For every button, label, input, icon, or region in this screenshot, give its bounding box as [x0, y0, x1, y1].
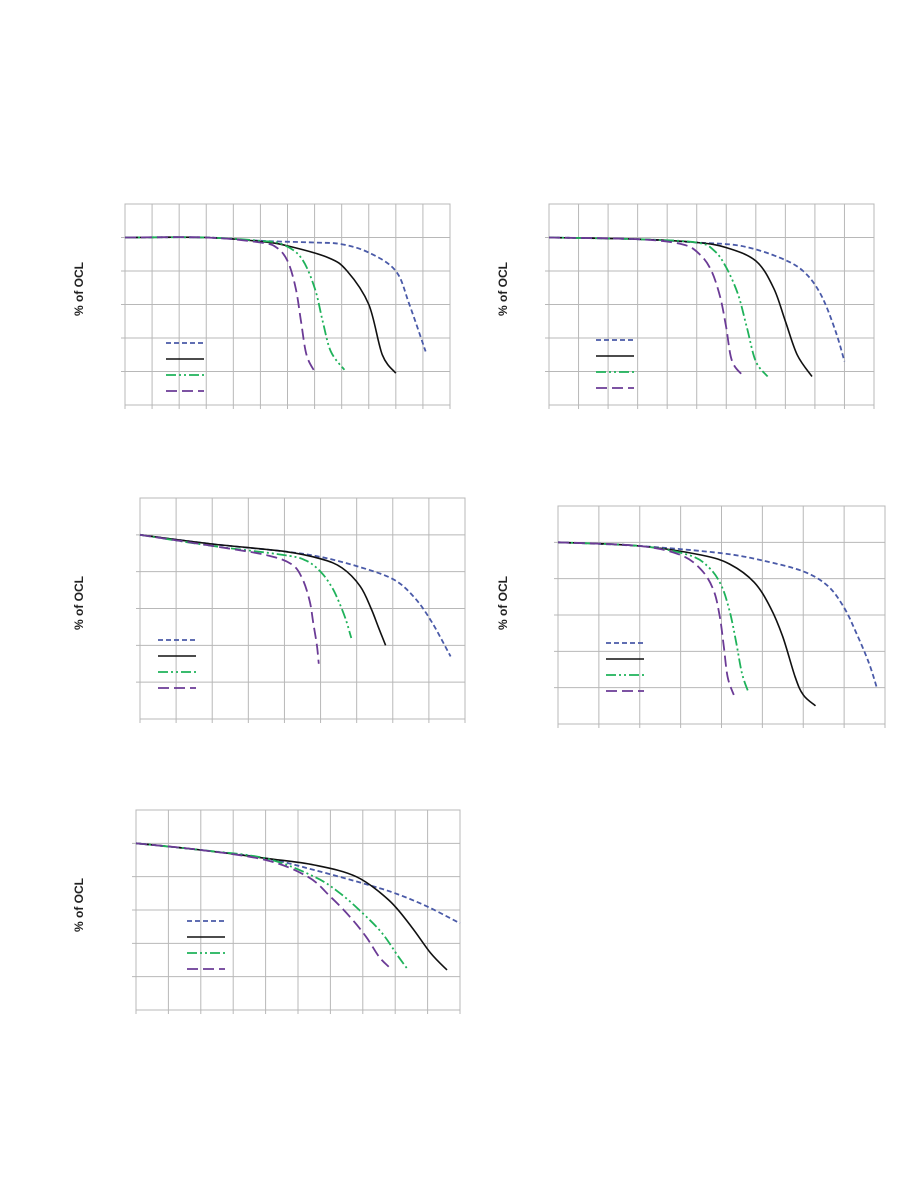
- series-line-longdash-purple: [139, 533, 320, 664]
- series-line-longdash-purple: [135, 842, 390, 968]
- series-line-dashed-blue: [124, 236, 427, 352]
- series-line-longdash-purple: [557, 541, 735, 696]
- series-line-dashdot-green: [548, 236, 769, 378]
- series-line-dashdot-green: [557, 541, 749, 692]
- series-line-dashed-blue: [557, 541, 878, 688]
- series-line-dashed-blue: [139, 533, 452, 657]
- series-line-dashdot-green: [135, 842, 409, 971]
- series-line-longdash-purple: [124, 236, 316, 372]
- series-line-dashed-blue: [548, 236, 846, 362]
- series-line-longdash-purple: [548, 236, 745, 378]
- series-line-solid-black: [139, 534, 387, 646]
